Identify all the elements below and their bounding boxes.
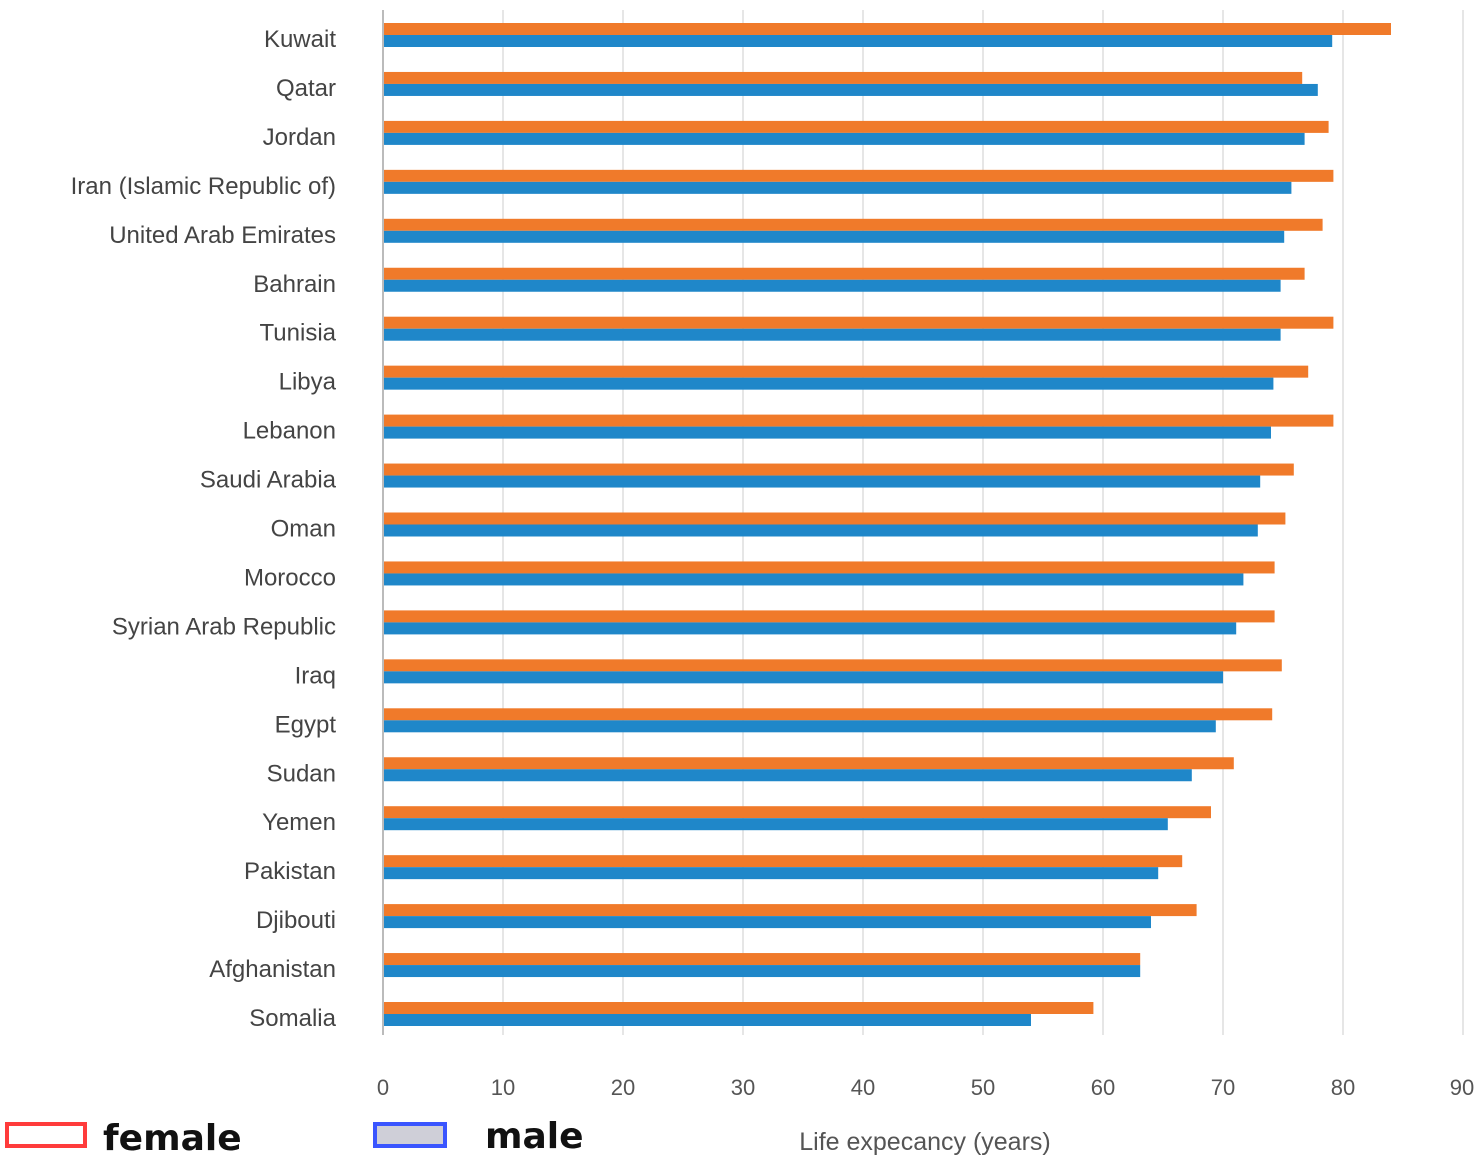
bar-male [383,35,1333,47]
category-label: Tunisia [260,320,337,347]
bar-female [383,659,1282,672]
x-tick-label: 90 [1450,1075,1474,1100]
bar-female [383,806,1211,819]
bar-male [383,524,1258,537]
legend-swatch-female [5,1122,87,1148]
bar-female [383,757,1234,770]
bar-male [383,1014,1031,1026]
category-label: Yemen [262,809,336,836]
bar-female [383,218,1323,231]
legend-label-female: female [103,1118,242,1157]
bar-male [383,573,1244,586]
bar-male [383,671,1223,684]
bar-female [383,71,1303,84]
bar-male [383,916,1151,929]
bar-male [383,426,1271,439]
x-tick-labels: 0 10 20 30 40 50 60 70 80 90 [377,1075,1474,1100]
legend-swatch-male [373,1122,447,1148]
category-label: Sudan [267,760,336,787]
bar-female [383,855,1183,868]
bar-female [383,1002,1094,1014]
x-tick-label: 60 [1091,1075,1115,1100]
category-label: Lebanon [243,418,336,445]
category-label: Iran (Islamic Republic of) [71,173,336,200]
bar-female [383,169,1334,182]
category-label: Morocco [244,564,336,591]
legend: female male [5,1116,584,1157]
x-tick-label: 10 [491,1075,515,1100]
category-label: Syrian Arab Republic [112,613,336,640]
bar-female [383,267,1305,280]
bar-female [383,463,1294,476]
bar-male [383,132,1305,145]
x-tick-label: 70 [1211,1075,1235,1100]
category-label: Saudi Arabia [200,467,337,494]
bar-female [383,904,1197,917]
bar-male [383,622,1237,635]
x-tick-label: 0 [377,1075,389,1100]
category-label: Afghanistan [209,956,336,983]
bar-female [383,365,1309,378]
bars [383,23,1391,1026]
category-label: Jordan [263,124,336,151]
legend-item-male: male [373,1116,584,1157]
bar-female [383,120,1329,133]
category-label: Somalia [249,1005,336,1032]
bar-male [383,720,1216,733]
bar-male [383,965,1141,978]
x-tick-label: 20 [611,1075,635,1100]
bar-male [383,83,1318,96]
category-label: Kuwait [264,26,336,53]
category-label: Djibouti [256,907,336,934]
bar-female [383,610,1275,623]
bar-female [383,316,1334,329]
bar-male [383,230,1285,243]
bar-female [383,953,1141,966]
bar-male [383,279,1281,292]
category-labels: Kuwait Qatar Jordan Iran (Islamic Republic … [71,26,337,1032]
legend-label-male: male [485,1116,584,1157]
bar-male [383,475,1261,488]
x-tick-label: 80 [1331,1075,1355,1100]
category-label: Oman [271,516,336,543]
category-label: Egypt [275,711,337,738]
category-label: Libya [279,369,337,396]
category-label: Bahrain [253,271,336,298]
bar-female [383,414,1334,427]
bar-female [383,23,1391,35]
x-tick-label: 40 [851,1075,875,1100]
x-tick-label: 50 [971,1075,995,1100]
legend-item-female: female [5,1118,242,1157]
bar-male [383,818,1168,831]
bar-male [383,377,1274,390]
x-axis-label: Life expecancy (years) [799,1128,1051,1156]
bar-female [383,561,1275,574]
category-label: Iraq [295,662,336,689]
bar-male [383,867,1159,880]
category-label: United Arab Emirates [109,222,336,249]
bar-female [383,708,1273,721]
category-label: Qatar [276,75,336,102]
bar-female [383,512,1286,525]
x-tick-label: 30 [731,1075,755,1100]
bar-male [383,328,1281,341]
bar-male [383,769,1192,782]
bar-male [383,181,1292,194]
category-label: Pakistan [244,858,336,885]
